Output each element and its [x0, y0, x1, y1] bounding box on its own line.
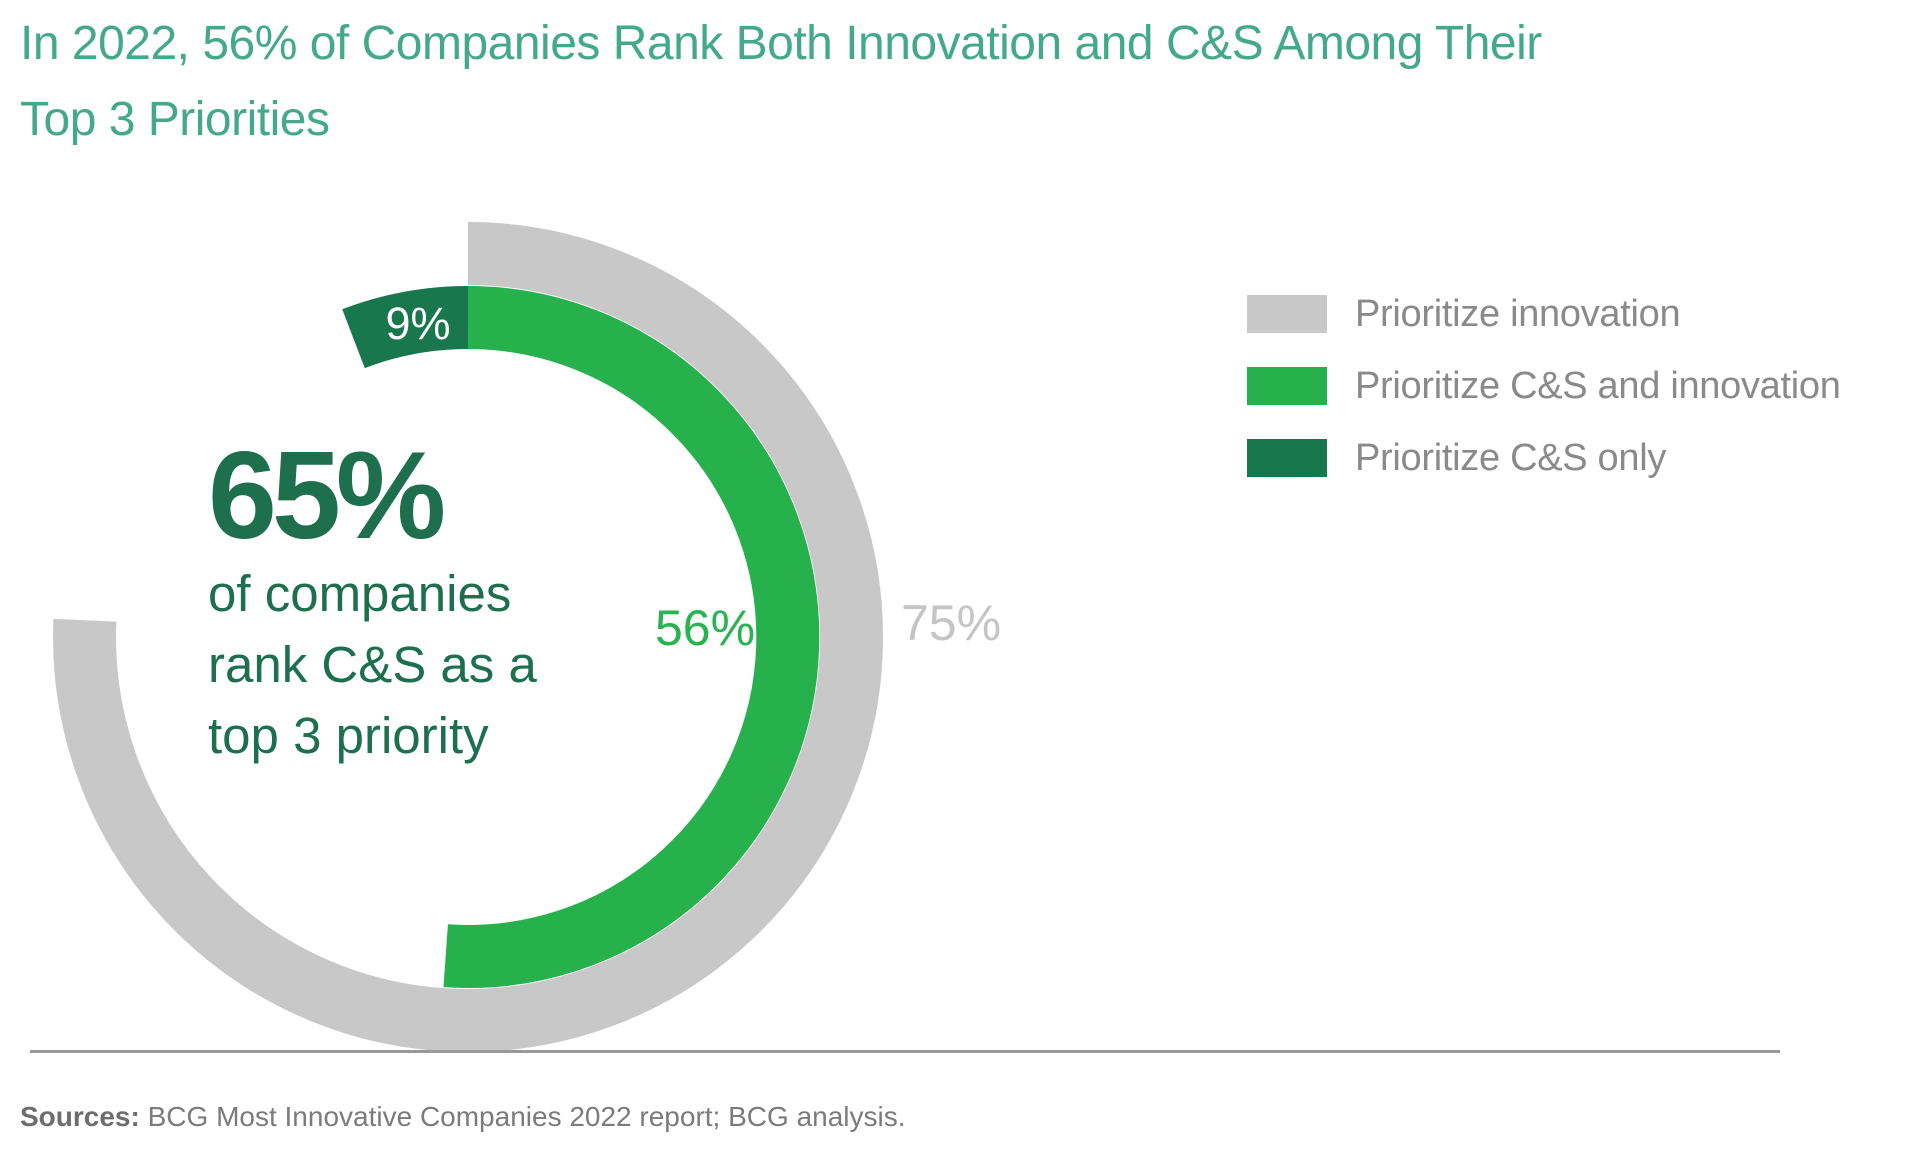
legend-label: Prioritize innovation — [1355, 293, 1681, 335]
center-callout-line-1: of companies — [208, 565, 512, 622]
legend-item-prioritize-cs-only: Prioritize C&S only — [1247, 439, 1841, 477]
sources-line: Sources: BCG Most Innovative Companies 2… — [20, 1100, 906, 1134]
value-label-prioritize-innovation: 75% — [900, 595, 1002, 651]
legend-swatch-green — [1247, 367, 1327, 405]
legend-label: Prioritize C&S and innovation — [1355, 365, 1841, 407]
page-title: In 2022, 56% of Companies Rank Both Inno… — [20, 6, 1542, 158]
legend-swatch-dark-green — [1247, 439, 1327, 477]
sources-label: Sources: — [20, 1101, 140, 1132]
legend-item-prioritize-innovation: Prioritize innovation — [1247, 295, 1841, 333]
value-label-prioritize-cs-and-innovation: 56% — [654, 600, 756, 656]
arc-prioritize-c-s-only — [342, 286, 469, 369]
legend-label: Prioritize C&S only — [1355, 437, 1667, 479]
center-callout-line-3: top 3 priority — [208, 707, 489, 764]
value-label-prioritize-cs-only: 9% — [385, 298, 451, 349]
center-callout: 65% of companies rank C&S as a top 3 pri… — [208, 434, 537, 771]
legend: Prioritize innovation Prioritize C&S and… — [1247, 295, 1841, 511]
arc-prioritize-c-s-and-innovation — [443, 286, 820, 988]
arc-prioritize-innovation — [53, 222, 884, 1052]
center-callout-headline: 65% — [208, 427, 446, 565]
legend-swatch-gray — [1247, 295, 1327, 333]
page-title-line-2: Top 3 Priorities — [20, 93, 330, 146]
page-title-line-1: In 2022, 56% of Companies Rank Both Inno… — [20, 17, 1542, 70]
center-callout-line-2: rank C&S as a — [208, 636, 537, 693]
sources-text: BCG Most Innovative Companies 2022 repor… — [139, 1101, 906, 1132]
footer-divider — [30, 1050, 1780, 1053]
legend-item-prioritize-cs-and-innovation: Prioritize C&S and innovation — [1247, 367, 1841, 405]
